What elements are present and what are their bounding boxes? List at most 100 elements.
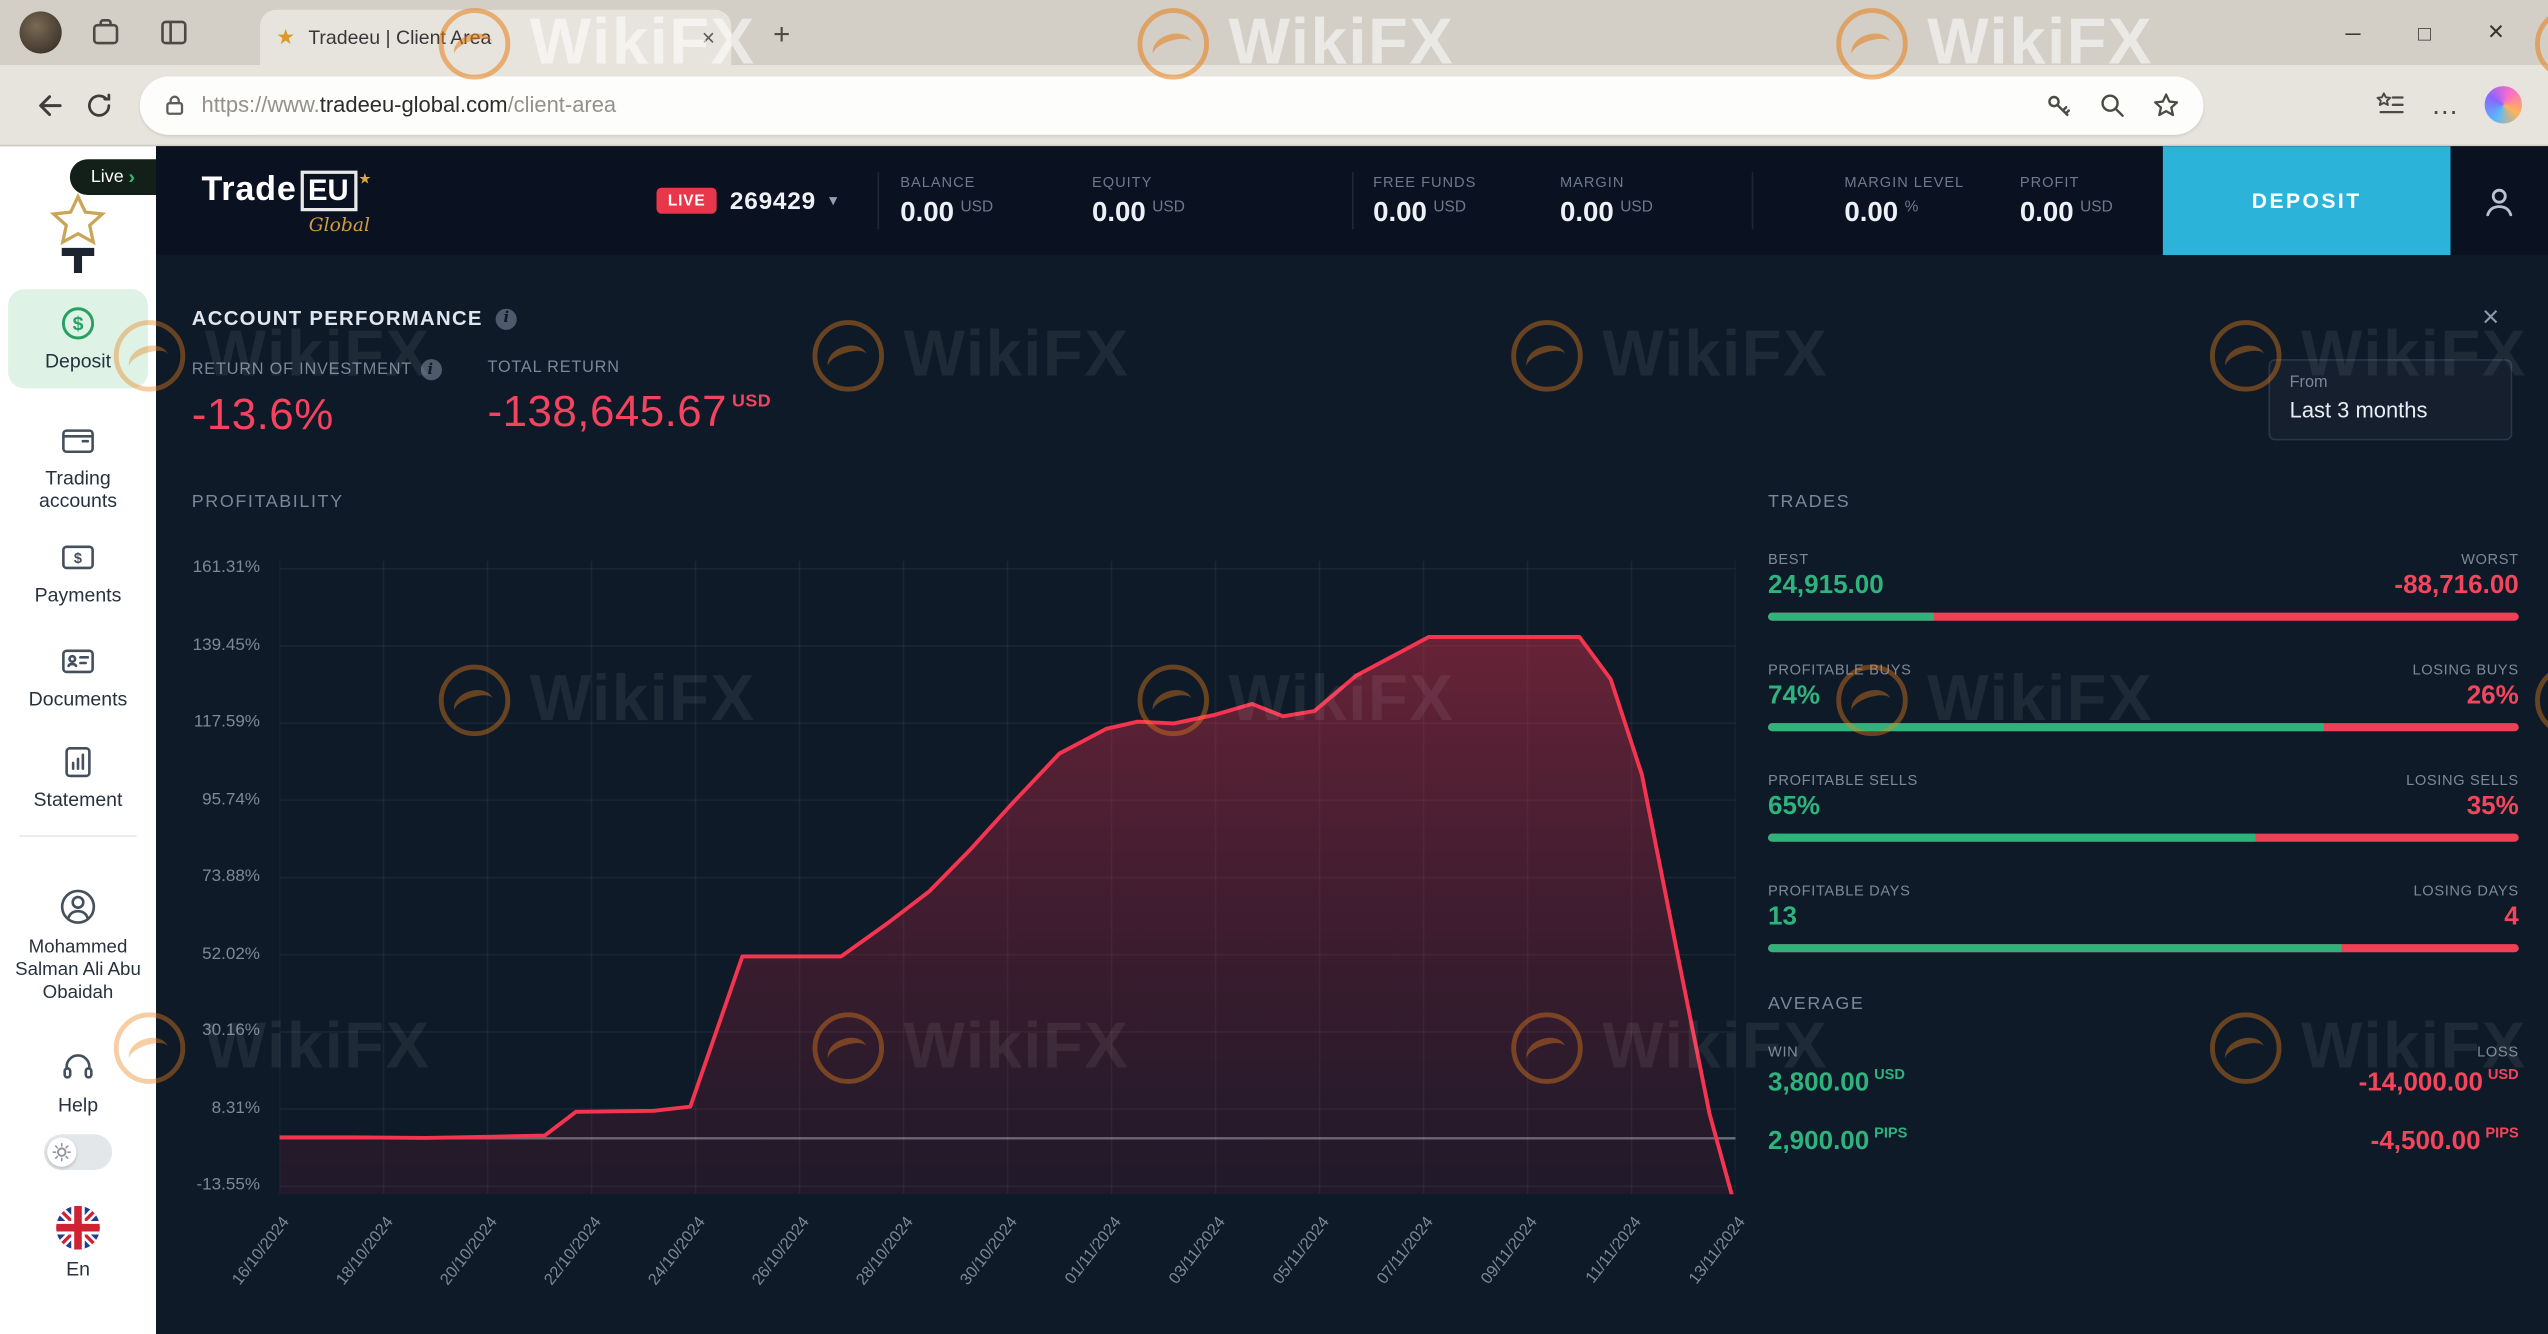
buys-bar — [1768, 723, 2519, 732]
profile-name: Mohammed Salman Ali Abu Obaidah — [15, 937, 141, 1003]
search-icon[interactable] — [2098, 90, 2127, 119]
sidebar-item-label: Deposit — [44, 349, 112, 373]
losing-days-label: LOSING DAYS — [2413, 882, 2519, 899]
range-value: Last 3 months — [2289, 398, 2428, 423]
password-key-icon[interactable] — [2044, 90, 2073, 119]
profitable-days-label: PROFITABLE DAYS — [1768, 882, 1911, 899]
logo-eu-text: EU — [299, 170, 357, 212]
favorites-bar-icon[interactable] — [2374, 89, 2405, 120]
back-icon[interactable] — [26, 80, 75, 129]
metric-label: BALANCE — [900, 173, 976, 190]
chart-plot — [279, 560, 1736, 1195]
statement-document-icon — [59, 743, 98, 782]
x-tick-label: 18/10/2024 — [333, 1213, 398, 1289]
sidebar: Live › $ Deposit Trading accounts — [0, 146, 156, 1334]
info-icon[interactable]: i — [420, 359, 442, 381]
refresh-icon[interactable] — [75, 80, 124, 129]
metric-value: 0.00% — [1844, 195, 1919, 227]
sidebar-item-label: Documents — [28, 687, 128, 711]
tab-close-icon[interactable]: × — [701, 24, 715, 51]
losing-buys-value: 26% — [2466, 682, 2519, 711]
metric-label: EQUITY — [1092, 173, 1153, 190]
account-selector[interactable]: LIVE 269429 ▾ — [656, 186, 837, 215]
sidebar-item-deposit[interactable]: $ Deposit — [8, 289, 148, 389]
header-divider — [1352, 172, 1354, 230]
window-controls: ─ □ × — [2317, 0, 2532, 65]
metric-margin: MARGIN 0.00 USD — [1560, 173, 1653, 228]
window-maximize-button[interactable]: □ — [2418, 20, 2431, 45]
user-profile-icon — [57, 886, 99, 928]
trades-title: TRADES — [1768, 492, 1851, 512]
best-value: 24,915.00 — [1768, 572, 1884, 600]
browser-tab[interactable]: ★ Tradeeu | Client Area × — [260, 9, 732, 65]
average-loss-pips: -4,500.00 PIPS — [2370, 1124, 2519, 1156]
panel-close-icon[interactable]: × — [2482, 300, 2500, 334]
client-area-app: Live › $ Deposit Trading accounts — [0, 146, 2548, 1334]
info-icon[interactable]: i — [495, 307, 517, 330]
win-label: WIN — [1768, 1043, 1799, 1060]
sidebar-item-trading-accounts[interactable]: Trading accounts — [8, 406, 148, 527]
window-close-button[interactable]: × — [2487, 16, 2505, 48]
browser-toolbar: https://www.tradeeu-global.com/client-ar… — [0, 65, 2548, 147]
losing-sells-value: 35% — [2466, 793, 2519, 821]
live-account-badge: LIVE — [656, 187, 717, 214]
y-tick-label: 8.31% — [211, 1097, 260, 1118]
url-domain: tradeeu-global.com — [319, 92, 508, 117]
svg-text:$: $ — [73, 313, 84, 335]
tab-favicon-icon: ★ — [276, 24, 296, 49]
roi-label: RETURN OF INVESTMENT — [191, 360, 413, 379]
profitable-sells-label: PROFITABLE SELLS — [1768, 771, 1918, 789]
profitable-buys-value: 74% — [1768, 682, 1821, 711]
tab-strip: ★ Tradeeu | Client Area × + ─ □ × — [0, 0, 2548, 65]
sidebar-item-help[interactable]: Help — [8, 1034, 148, 1133]
trades-section: TRADES BEST WORST 24,915.00 -88,716.00 — [1768, 492, 2519, 1157]
metric-balance: BALANCE 0.00 USD — [900, 173, 993, 228]
x-tick-label: 09/11/2024 — [1478, 1213, 1542, 1289]
x-tick-label: 07/11/2024 — [1374, 1213, 1438, 1289]
tab-actions-icon[interactable] — [150, 8, 199, 57]
metric-value: 0.00 USD — [1373, 195, 1467, 227]
trades-row-days: PROFITABLE DAYS LOSING DAYS 13 4 — [1768, 882, 2519, 953]
sidebar-profile[interactable]: Mohammed Salman Ali Abu Obaidah — [8, 871, 148, 1019]
user-menu-button[interactable] — [2451, 146, 2548, 255]
trades-row-best-worst: BEST WORST 24,915.00 -88,716.00 — [1768, 551, 2519, 621]
copilot-icon[interactable] — [2484, 86, 2522, 124]
new-tab-button[interactable]: + — [773, 17, 791, 50]
light-theme-sun-icon — [47, 1137, 77, 1167]
tradeeu-emblem-logo — [41, 192, 116, 285]
workspaces-icon[interactable] — [81, 8, 130, 57]
sidebar-item-label: Trading accounts — [38, 466, 118, 512]
metric-equity: EQUITY 0.00 USD — [1092, 173, 1185, 228]
account-number: 269429 — [729, 186, 817, 215]
metric-value: 0.00 USD — [1560, 195, 1653, 227]
logo-global-text: Global — [308, 212, 370, 236]
sidebar-item-documents[interactable]: Documents — [8, 627, 148, 726]
theme-toggle[interactable] — [43, 1134, 113, 1170]
x-axis-labels: 16/10/2024 18/10/2024 20/10/2024 22/10/2024… — [156, 1204, 1765, 1326]
deposit-button[interactable]: DEPOSIT — [2162, 146, 2451, 256]
live-badge-arrow-icon: › — [128, 165, 136, 189]
x-tick-label: 16/10/2024 — [229, 1213, 294, 1289]
svg-text:$: $ — [74, 551, 82, 567]
profitable-sells-value: 65% — [1768, 793, 1821, 821]
account-mode-live-badge[interactable]: Live › — [69, 159, 156, 195]
metric-label: FREE FUNDS — [1373, 173, 1477, 190]
more-options-icon[interactable]: … — [2431, 88, 2459, 120]
favorite-star-icon[interactable] — [2152, 90, 2181, 119]
browser-profile-avatar[interactable] — [19, 11, 62, 54]
language-label[interactable]: En — [66, 1257, 90, 1281]
worst-value: -88,716.00 — [2394, 572, 2519, 600]
address-bar[interactable]: https://www.tradeeu-global.com/client-ar… — [139, 75, 2204, 135]
trades-row-sells: PROFITABLE SELLS LOSING SELLS 65% 35% — [1768, 772, 2519, 842]
header-divider — [877, 172, 880, 230]
help-headset-icon — [59, 1048, 98, 1087]
average-loss-usd: -14,000.00 USD — [2358, 1066, 2519, 1097]
language-flag-icon[interactable] — [56, 1205, 100, 1250]
sidebar-item-payments[interactable]: $ Payments — [8, 523, 148, 622]
window-minimize-button[interactable]: ─ — [2345, 20, 2361, 45]
date-range-dropdown[interactable]: From Last 3 months — [2268, 359, 2513, 441]
payments-card-icon: $ — [59, 538, 98, 577]
sidebar-item-statement[interactable]: Statement — [8, 728, 148, 827]
url-path: /client-area — [507, 92, 617, 117]
site-info-lock-icon[interactable] — [163, 93, 187, 117]
